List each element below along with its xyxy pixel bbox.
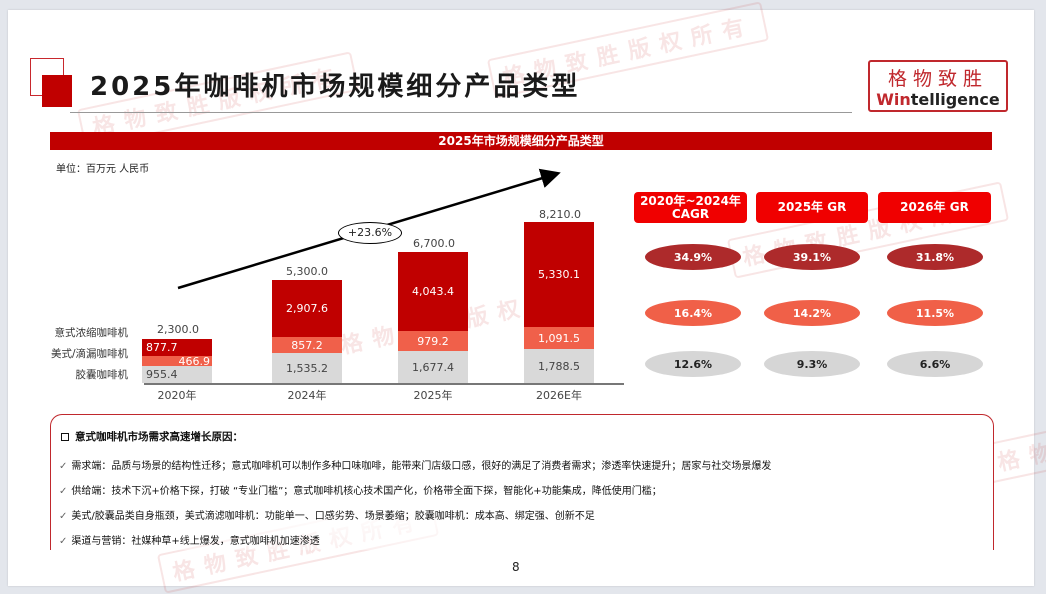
bar-segment-capsule: 1,677.4: [398, 351, 468, 383]
reason-item: ✓ 渠道与营销：社媒种草+线上爆发，意式咖啡机加速渗透: [59, 536, 320, 547]
bar-segment-american: 979.2: [398, 331, 468, 351]
growth-value: 6.6%: [887, 351, 983, 377]
header-2026-gr: 2026年 GR: [878, 192, 991, 223]
reasons-title: 意式咖啡机市场需求高速增长原因：: [61, 429, 243, 444]
bar-segment-espresso: 4,043.4: [398, 252, 468, 331]
slide: 格物致胜版权所有 格物致胜版权所有 格物致胜版权所有 格物致胜版权所有 格物致胜…: [8, 1, 1046, 594]
logo-en: Wintelligence: [876, 90, 1000, 109]
bar-segment-espresso: 5,330.1: [524, 222, 594, 327]
growth-value: 11.5%: [887, 300, 983, 326]
bar-segment-american: 857.2: [272, 337, 342, 353]
check-icon: ✓: [59, 536, 68, 547]
check-icon: ✓: [59, 511, 68, 522]
growth-value: 31.8%: [887, 244, 983, 270]
x-label: 2020年: [157, 389, 197, 402]
legend-american: 美式/滴漏咖啡机: [50, 348, 128, 360]
x-label: 2025年: [413, 389, 453, 402]
check-icon: ✓: [59, 486, 68, 497]
header-2025-gr: 2025年 GR: [756, 192, 868, 223]
chart-banner: 2025年市场规模细分产品类型: [50, 132, 992, 150]
bar-segment-espresso: 877.7: [142, 339, 212, 356]
reason-item: ✓ 美式/胶囊品类自身瓶颈，美式滴滤咖啡机：功能单一、口感劣势、场景萎缩；胶囊咖啡…: [59, 511, 595, 522]
reasons-box: 意式咖啡机市场需求高速增长原因： ✓ 需求端：品质与场景的结构性迁移；意式咖啡机可…: [50, 414, 994, 550]
bar-segment-espresso: 2,907.6: [272, 280, 342, 337]
reason-item: ✓ 供给端：技术下沉+价格下探，打破 “专业门槛”；意式咖啡机核心技术国产化，价格…: [59, 486, 662, 497]
legend-capsule: 胶囊咖啡机: [75, 369, 129, 381]
page-number: 8: [512, 560, 520, 574]
growth-annotation: +23.6%: [338, 222, 402, 244]
bar-2026E: 1,788.5 1,091.5 5,330.1: [524, 222, 594, 383]
growth-value: 16.4%: [645, 300, 741, 326]
unit-label: 单位：百万元 人民币: [56, 164, 150, 175]
bar-2020: 955.4 466.9 877.7: [142, 339, 212, 383]
bar-total: 5,300.0: [286, 265, 328, 278]
legend-espresso: 意式浓缩咖啡机: [54, 327, 129, 339]
growth-value: 34.9%: [645, 244, 741, 270]
page-title: 2025年咖啡机市场规模细分产品类型: [90, 72, 581, 102]
title-decoration-fill: [42, 75, 72, 107]
reason-item: ✓ 需求端：品质与场景的结构性迁移；意式咖啡机可以制作多种口味咖啡，能带来门店级口…: [59, 461, 772, 472]
bar-total: 6,700.0: [413, 237, 455, 250]
growth-value: 14.2%: [764, 300, 860, 326]
header-cagr: 2020年~2024年 CAGR: [634, 192, 747, 223]
logo-cn: 格物致胜: [887, 68, 988, 90]
bar-2024: 1,535.2 857.2 2,907.6: [272, 280, 342, 383]
bar-segment-capsule: 1,535.2: [272, 353, 342, 383]
bar-segment-capsule: 955.4: [142, 366, 212, 383]
bar-segment-american: 466.9: [142, 355, 212, 368]
x-label: 2024年: [287, 389, 327, 402]
bar-total: 8,210.0: [539, 208, 581, 221]
title-divider: [70, 112, 852, 113]
check-icon: ✓: [59, 461, 68, 472]
bar-segment-american: 1,091.5: [524, 327, 594, 349]
growth-value: 39.1%: [764, 244, 860, 270]
bar-total: 2,300.0: [157, 323, 199, 336]
bar-2025: 1,677.4 979.2 4,043.4: [398, 252, 468, 383]
logo: 格物致胜 Wintelligence: [868, 60, 1008, 112]
growth-value: 12.6%: [645, 351, 741, 377]
x-axis: [144, 383, 624, 385]
growth-value: 9.3%: [764, 351, 860, 377]
x-label: 2026E年: [536, 389, 582, 402]
bar-segment-capsule: 1,788.5: [524, 349, 594, 383]
square-bullet-icon: [61, 433, 69, 441]
